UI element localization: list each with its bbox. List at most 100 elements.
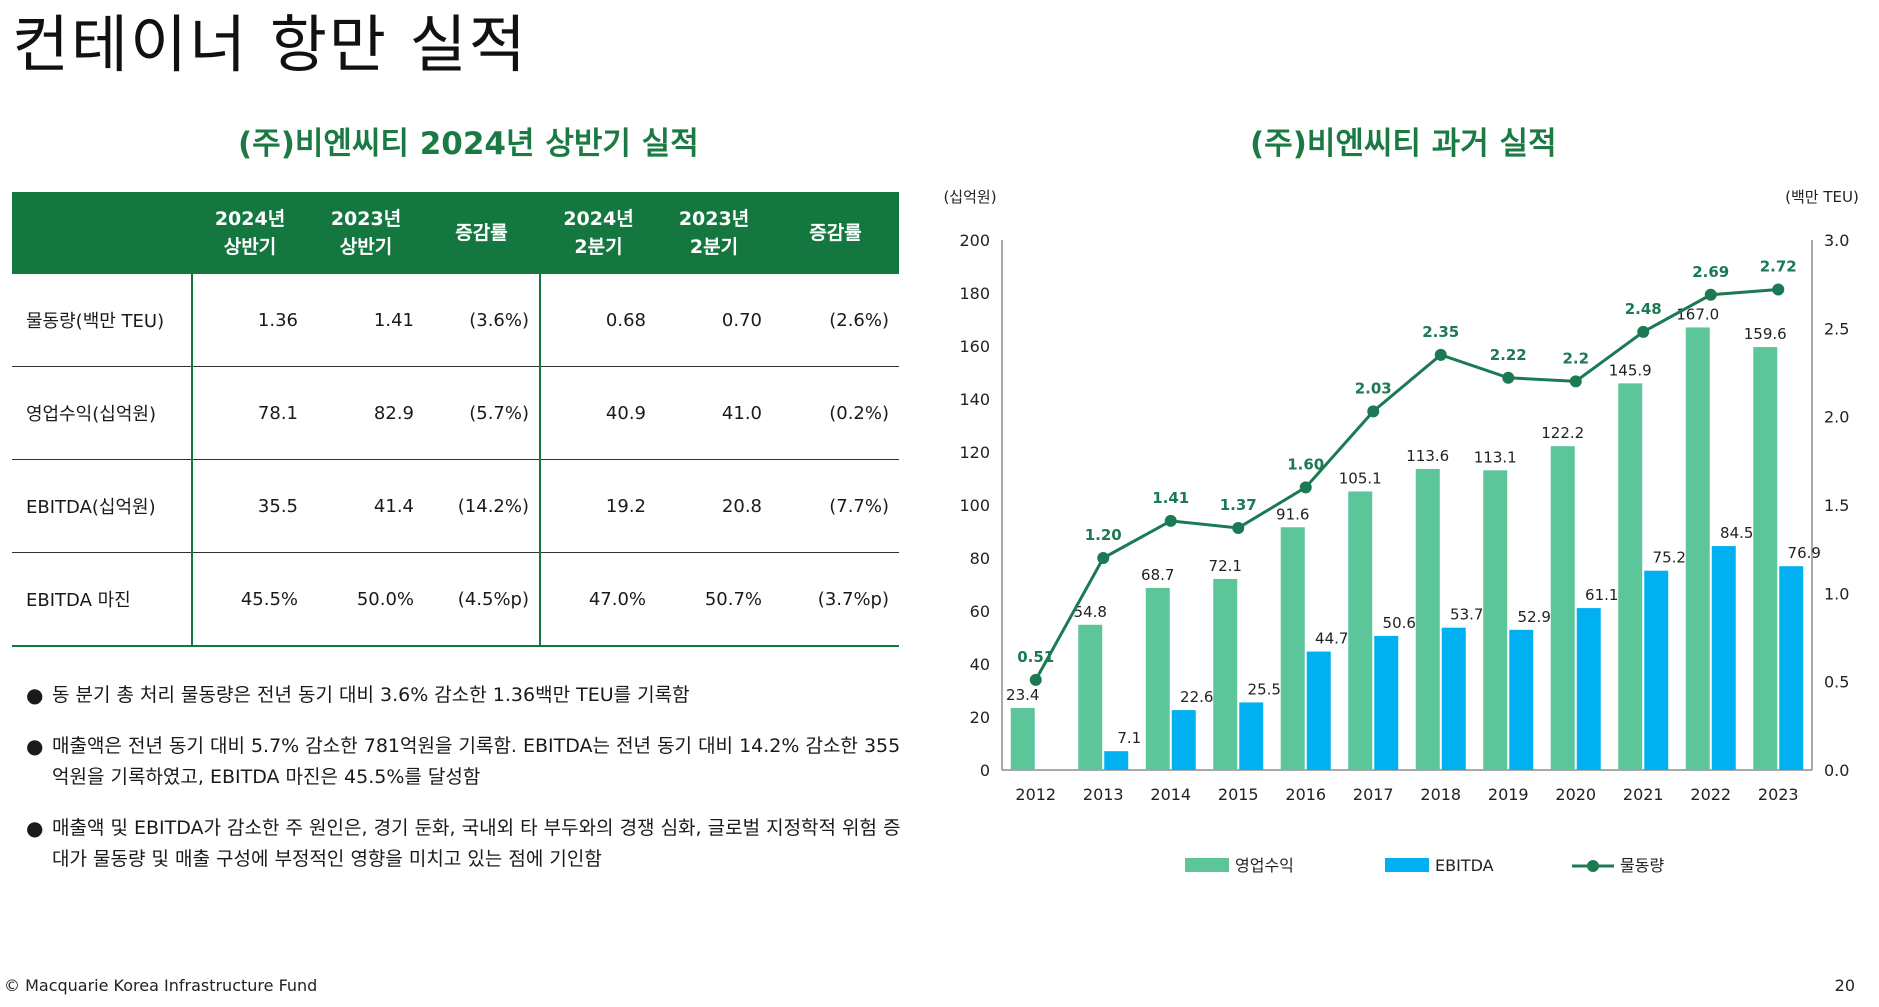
- point-volume: [1772, 283, 1785, 296]
- data-label-revenue: 23.4: [1006, 686, 1039, 704]
- table-cell: (3.6%): [424, 274, 541, 367]
- y-tick-right: 0.5: [1824, 673, 1849, 692]
- page-number: 20: [1834, 976, 1855, 995]
- bullet-dot-icon: ●: [26, 683, 44, 707]
- data-label-volume: 1.20: [1085, 526, 1122, 544]
- bar-ebitda: [1644, 570, 1669, 770]
- y-tick-left: 60: [970, 602, 990, 621]
- data-label-volume: 2.22: [1490, 346, 1527, 364]
- bar-revenue: [1550, 446, 1575, 770]
- table-cell: 20.8: [656, 459, 772, 553]
- bar-ebitda: [1576, 608, 1601, 770]
- x-tick-label: 2018: [1420, 785, 1461, 804]
- table-header-cell: 2023년 2분기: [656, 192, 772, 274]
- y-tick-right: 2.5: [1824, 319, 1849, 338]
- data-label-revenue: 113.1: [1474, 448, 1517, 466]
- data-label-revenue: 105.1: [1339, 469, 1382, 487]
- data-label-ebitda: 50.6: [1383, 614, 1416, 632]
- legend-swatch-revenue: [1185, 858, 1229, 872]
- legend-swatch-ebitda: [1385, 858, 1429, 872]
- data-label-volume: 2.2: [1562, 349, 1589, 367]
- bullet-dot-icon: ●: [26, 734, 44, 758]
- data-label-volume: 2.72: [1760, 257, 1797, 275]
- data-label-revenue: 113.6: [1406, 447, 1449, 465]
- table-cell: (5.7%): [424, 366, 541, 460]
- bar-revenue: [1618, 383, 1643, 770]
- data-label-ebitda: 53.7: [1450, 606, 1483, 624]
- data-label-volume: 2.48: [1625, 300, 1662, 318]
- point-volume: [1029, 673, 1042, 686]
- performance-chart: (십억원) (백만 TEU) 0 20 40 60 80 100 120 140 160 180 200…: [943, 188, 1858, 875]
- y-tick-right: 1.5: [1824, 496, 1849, 515]
- bar-ebitda: [1239, 702, 1264, 770]
- bar-ebitda: [1104, 751, 1129, 770]
- table-cell: 82.9: [308, 366, 424, 460]
- table-row: 영업수익(십억원) 78.1 82.9 (5.7%) 40.9 41.0 (0.…: [12, 366, 899, 460]
- data-label-volume: 1.41: [1152, 489, 1189, 507]
- bar-revenue: [1348, 491, 1373, 770]
- data-label-ebitda: 61.1: [1585, 586, 1618, 604]
- table-cell: 41.4: [308, 459, 424, 553]
- data-label-revenue: 159.6: [1744, 325, 1787, 343]
- x-tick-label: 2015: [1218, 785, 1259, 804]
- y-axis-left-label: (십억원): [943, 188, 996, 206]
- data-label-ebitda: 44.7: [1315, 630, 1348, 648]
- list-item: ● 매출액 및 EBITDA가 감소한 주 원인은, 경기 둔화, 국내외 타 부…: [22, 813, 902, 875]
- table-row: EBITDA(십억원) 35.5 41.4 (14.2%) 19.2 20.8 …: [12, 459, 899, 553]
- data-label-revenue: 167.0: [1676, 305, 1719, 323]
- x-tick-label: 2020: [1555, 785, 1596, 804]
- table-header-cell: 증감률: [772, 192, 899, 274]
- bar-ebitda: [1374, 635, 1399, 770]
- data-label-revenue: 68.7: [1141, 566, 1174, 584]
- list-item: ● 동 분기 총 처리 물동량은 전년 동기 대비 3.6% 감소한 1.36백만…: [22, 680, 902, 711]
- y-tick-left: 100: [959, 496, 990, 515]
- page-title: 컨테이너 항만 실적: [12, 8, 528, 81]
- data-label-revenue: 54.8: [1074, 603, 1107, 621]
- bar-revenue: [1010, 707, 1035, 770]
- table-header-cell: 증감률: [424, 192, 541, 274]
- table-cell: (2.6%): [772, 274, 899, 367]
- table-cell: 41.0: [656, 366, 772, 460]
- data-label-ebitda: 75.2: [1653, 549, 1686, 567]
- y-tick-left: 140: [959, 390, 990, 409]
- data-label-ebitda: 76.9: [1788, 544, 1821, 562]
- x-tick-label: 2019: [1488, 785, 1529, 804]
- row-label: 물동량(백만 TEU): [12, 274, 193, 367]
- point-volume: [1637, 325, 1650, 338]
- table-cell: 19.2: [540, 459, 656, 553]
- bar-revenue: [1483, 470, 1508, 770]
- bar-revenue: [1145, 587, 1170, 770]
- table-cell: 78.1: [192, 366, 308, 460]
- point-volume: [1704, 288, 1717, 301]
- point-volume: [1232, 521, 1245, 534]
- point-volume: [1569, 375, 1582, 388]
- data-label-revenue: 145.9: [1609, 361, 1652, 379]
- bar-revenue: [1078, 624, 1103, 770]
- x-tick-label: 2016: [1285, 785, 1326, 804]
- row-label: 영업수익(십억원): [12, 366, 193, 460]
- y-tick-left: 0: [980, 761, 990, 780]
- legend-marker-volume: [1587, 860, 1599, 872]
- table-cell: (7.7%): [772, 459, 899, 553]
- y-tick-right: 1.0: [1824, 584, 1849, 603]
- series-line-volume: [1034, 287, 1779, 681]
- row-label: EBITDA 마진: [12, 552, 193, 647]
- right-section-title: (주)비엔씨티 과거 실적: [1250, 126, 1557, 162]
- data-label-ebitda: 84.5: [1720, 524, 1753, 542]
- legend-label-revenue: 영업수익: [1235, 856, 1294, 875]
- x-tick-label: 2013: [1083, 785, 1124, 804]
- table-cell: 35.5: [192, 459, 308, 553]
- legend-label-volume: 물동량: [1620, 856, 1664, 875]
- point-volume: [1299, 481, 1312, 494]
- row-label: EBITDA(십억원): [12, 459, 193, 553]
- table-cell: 50.7%: [656, 552, 772, 647]
- table-row: EBITDA 마진 45.5% 50.0% (4.5%p) 47.0% 50.7…: [12, 552, 899, 647]
- y-tick-left: 20: [970, 708, 990, 727]
- y-tick-left: 160: [959, 337, 990, 356]
- bar-revenue: [1753, 347, 1778, 770]
- y-tick-right: 0.0: [1824, 761, 1849, 780]
- data-label-ebitda: 25.5: [1248, 680, 1281, 698]
- table-cell: 40.9: [540, 366, 656, 460]
- bar-ebitda: [1306, 651, 1331, 770]
- data-label-ebitda: 22.6: [1180, 688, 1213, 706]
